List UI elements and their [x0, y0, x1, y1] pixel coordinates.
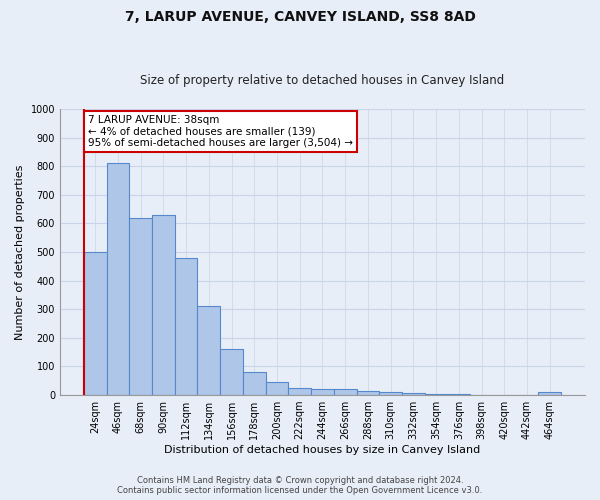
Bar	[266, 382, 289, 395]
Bar	[379, 392, 402, 395]
Bar	[356, 391, 379, 395]
Bar	[470, 394, 493, 395]
Bar	[289, 388, 311, 395]
Bar	[311, 389, 334, 395]
Bar	[175, 258, 197, 395]
Text: Contains HM Land Registry data © Crown copyright and database right 2024.
Contai: Contains HM Land Registry data © Crown c…	[118, 476, 482, 495]
Bar	[152, 215, 175, 395]
Bar	[107, 164, 129, 395]
Text: 7 LARUP AVENUE: 38sqm
← 4% of detached houses are smaller (139)
95% of semi-deta: 7 LARUP AVENUE: 38sqm ← 4% of detached h…	[88, 114, 353, 148]
Title: Size of property relative to detached houses in Canvey Island: Size of property relative to detached ho…	[140, 74, 505, 87]
Bar	[538, 392, 561, 395]
Bar	[243, 372, 266, 395]
Bar	[448, 394, 470, 395]
Bar	[197, 306, 220, 395]
Y-axis label: Number of detached properties: Number of detached properties	[15, 164, 25, 340]
Bar	[129, 218, 152, 395]
Bar	[402, 393, 425, 395]
X-axis label: Distribution of detached houses by size in Canvey Island: Distribution of detached houses by size …	[164, 445, 481, 455]
Bar	[220, 350, 243, 395]
Bar	[334, 390, 356, 395]
Bar	[84, 252, 107, 395]
Text: 7, LARUP AVENUE, CANVEY ISLAND, SS8 8AD: 7, LARUP AVENUE, CANVEY ISLAND, SS8 8AD	[125, 10, 475, 24]
Bar	[425, 394, 448, 395]
